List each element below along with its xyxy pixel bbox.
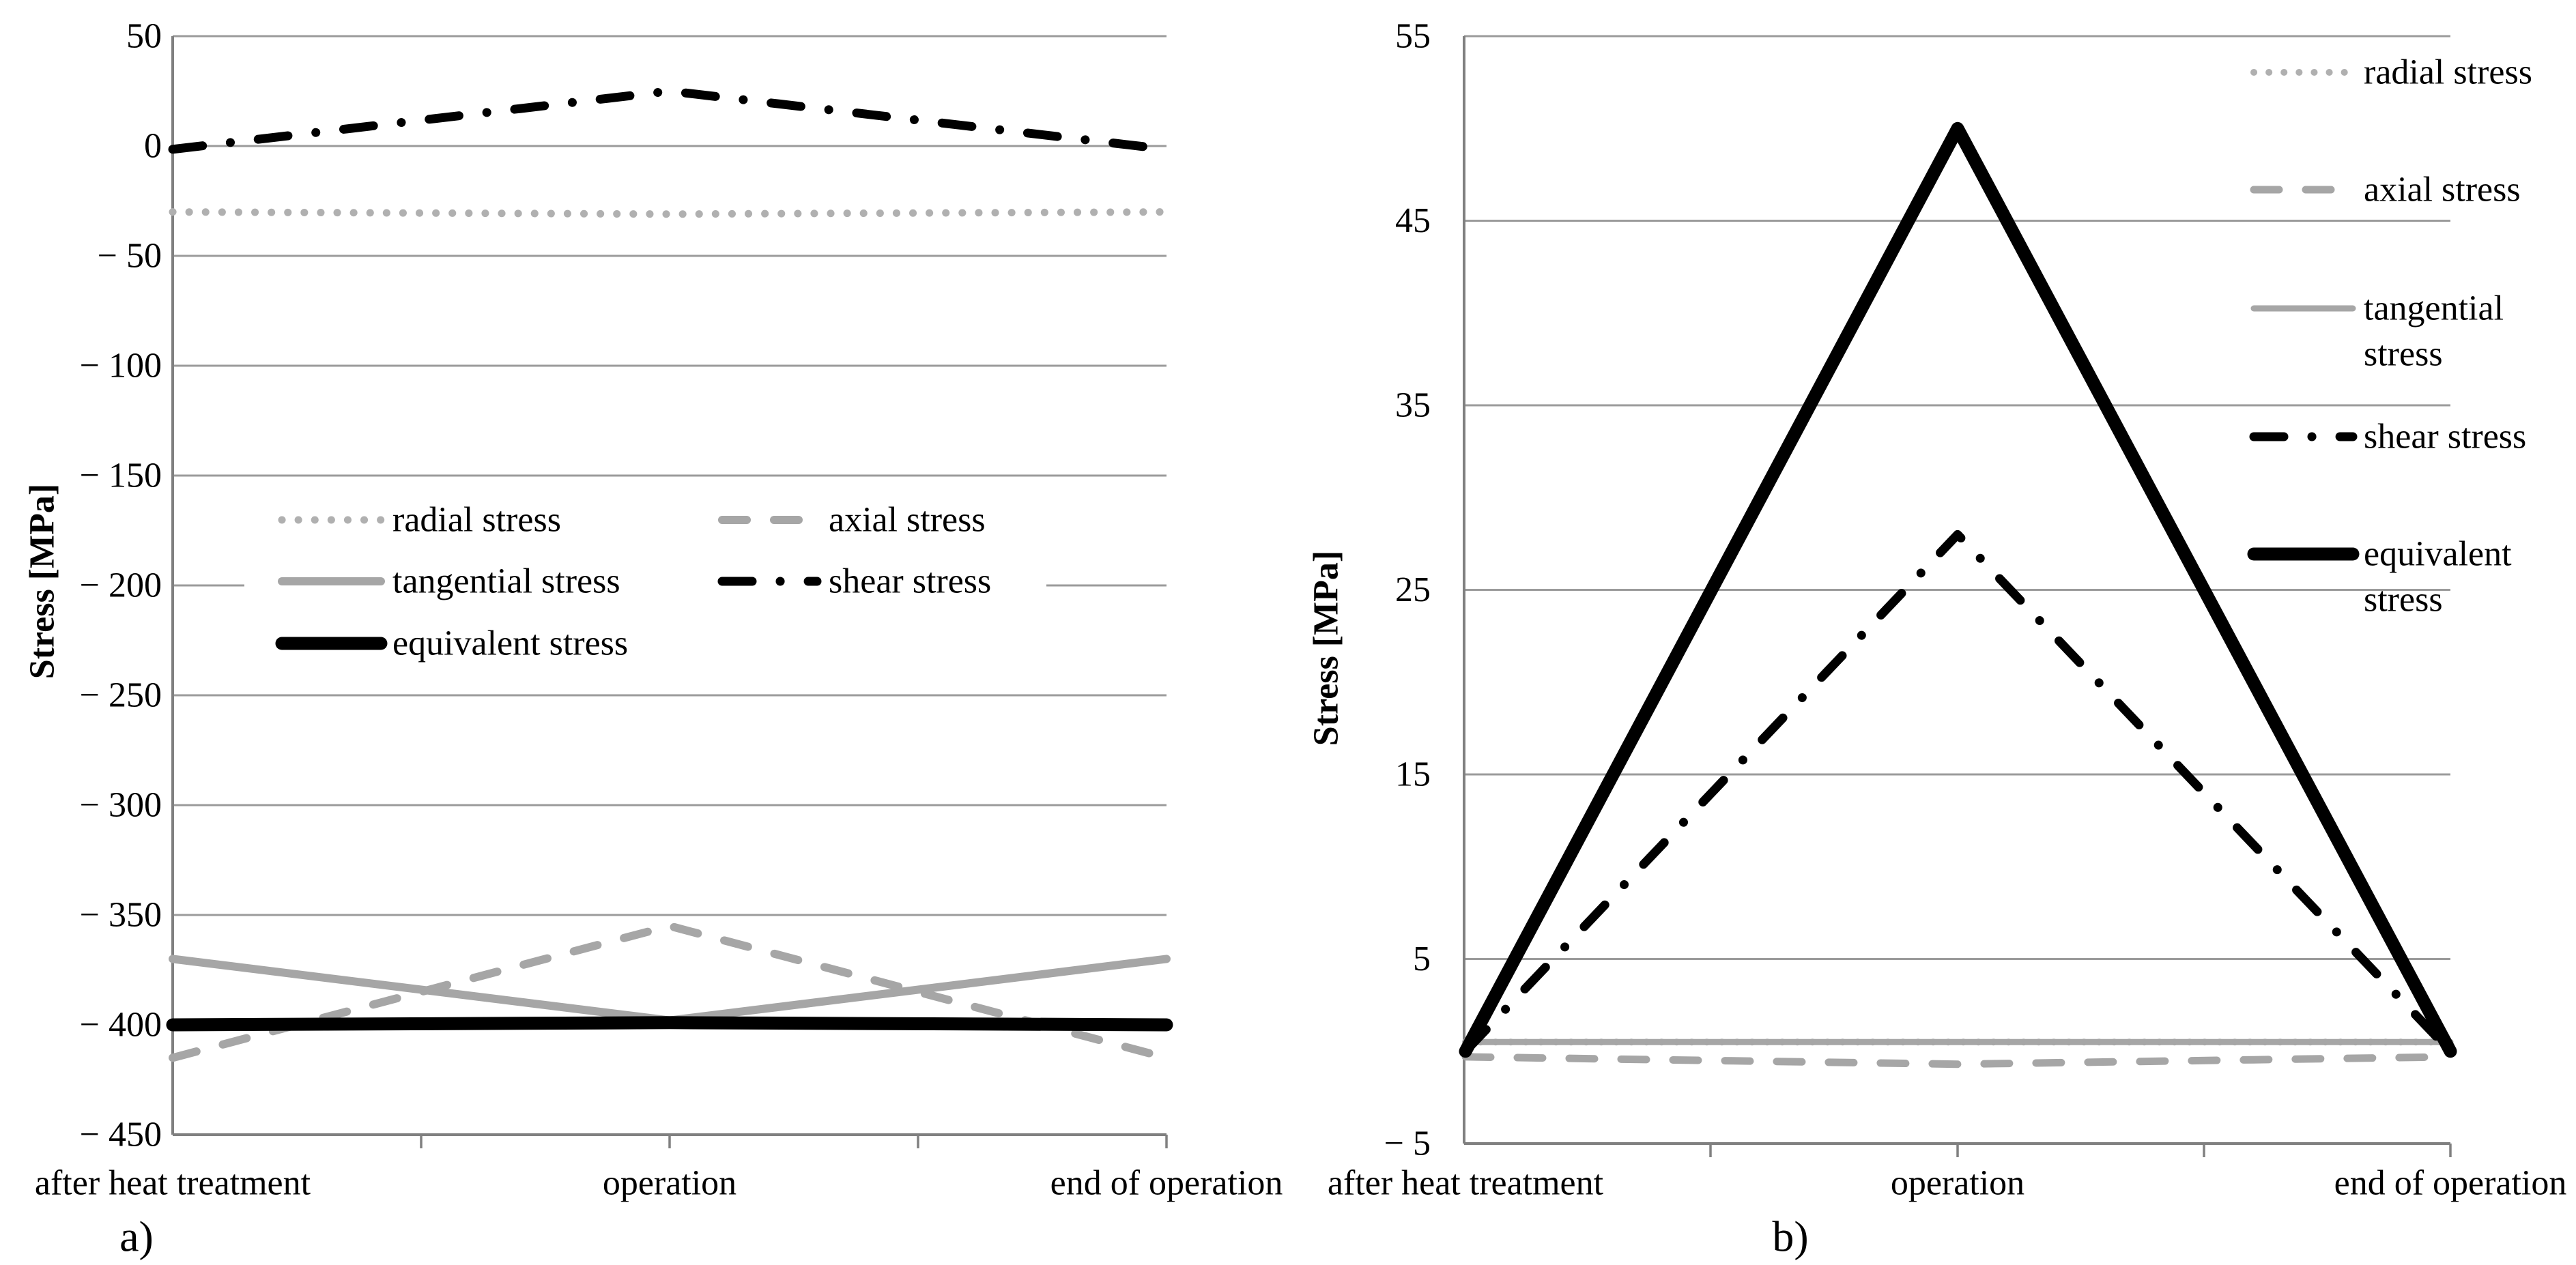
chart-a-y-tick-label: − 50 — [98, 237, 162, 276]
chart-a-x-label-end-of-operation: end of operation — [1050, 1164, 1283, 1203]
chart-a-y-tick-label: 50 — [126, 17, 162, 56]
chart-b-x-label-operation: operation — [1891, 1164, 2024, 1203]
chart-a-y-axis-title: Stress [MPa] — [23, 484, 62, 679]
chart-b-series-line-axial-stress — [1461, 1053, 2455, 1068]
chart-a-series-line-axial-stress — [169, 922, 1171, 1062]
chart-a-series-line-radial-stress — [169, 208, 1171, 218]
chart-b-y-axis-title: Stress [MPa] — [1307, 551, 1346, 746]
chart-a-y-tick-label: − 400 — [80, 1006, 162, 1045]
chart-a-y-tick-label: − 200 — [80, 566, 162, 605]
chart-a-y-tick-label: − 300 — [80, 786, 162, 825]
chart-a-series-line-equivalent-stress — [166, 1016, 1173, 1032]
chart-a-y-tick-label: − 250 — [80, 676, 162, 715]
legend-label-tangential-stress: tangential stress — [392, 562, 620, 601]
chart-b-y-tick-label: − 5 — [1384, 1124, 1431, 1163]
legend-label-axial-stress: axial stress — [2364, 171, 2521, 209]
chart-b-panel-label: b) — [1772, 1212, 1808, 1261]
chart-a-y-tick-label: − 450 — [80, 1116, 162, 1154]
legend-label-shear-stress: shear stress — [2364, 418, 2526, 456]
legend-label-tangential-stress: tangential — [2364, 289, 2504, 328]
chart-a-y-tick-label: − 150 — [80, 456, 162, 495]
chart-b-y-tick-label: 5 — [1413, 940, 1431, 978]
chart-b-series-line-equivalent-stress — [1459, 121, 2457, 1058]
legend-label-equivalent-stress: stress — [2364, 581, 2443, 620]
chart-a-series-line-tangential-stress — [169, 955, 1171, 1025]
chart-b-x-label-end-of-operation: end of operation — [2334, 1164, 2567, 1203]
legend-label-equivalent-stress: equivalent — [2364, 535, 2512, 574]
legend-label-radial-stress: radial stress — [392, 501, 561, 540]
chart-a-series-line-shear-stress — [168, 87, 1171, 154]
chart-b-y-tick-label: 35 — [1395, 386, 1431, 425]
chart-a-x-label-after-heat-treatment: after heat treatment — [35, 1164, 311, 1203]
legend-label-axial-stress: axial stress — [829, 501, 986, 540]
chart-a-x-label-operation: operation — [603, 1164, 736, 1203]
chart-b-series-line-shear-stress — [1461, 529, 2455, 1056]
chart-b-y-tick-label: 25 — [1395, 570, 1431, 609]
chart-b-x-label-after-heat-treatment: after heat treatment — [1328, 1164, 1604, 1203]
legend-label-equivalent-stress: equivalent stress — [392, 624, 628, 663]
chart-b-y-tick-label: 15 — [1395, 755, 1431, 794]
chart-b-y-tick-label: 55 — [1395, 17, 1431, 56]
legend-label-radial-stress: radial stress — [2364, 53, 2532, 92]
chart-a-y-tick-label: − 350 — [80, 896, 162, 935]
chart-a-y-tick-label: 0 — [144, 127, 162, 166]
chart-a-panel-label: a) — [119, 1212, 154, 1261]
chart-b-y-tick-label: 45 — [1395, 201, 1431, 240]
legend-label-shear-stress: shear stress — [829, 562, 991, 601]
legend-label-tangential-stress: stress — [2364, 335, 2443, 374]
chart-a-y-tick-label: − 100 — [80, 347, 162, 386]
